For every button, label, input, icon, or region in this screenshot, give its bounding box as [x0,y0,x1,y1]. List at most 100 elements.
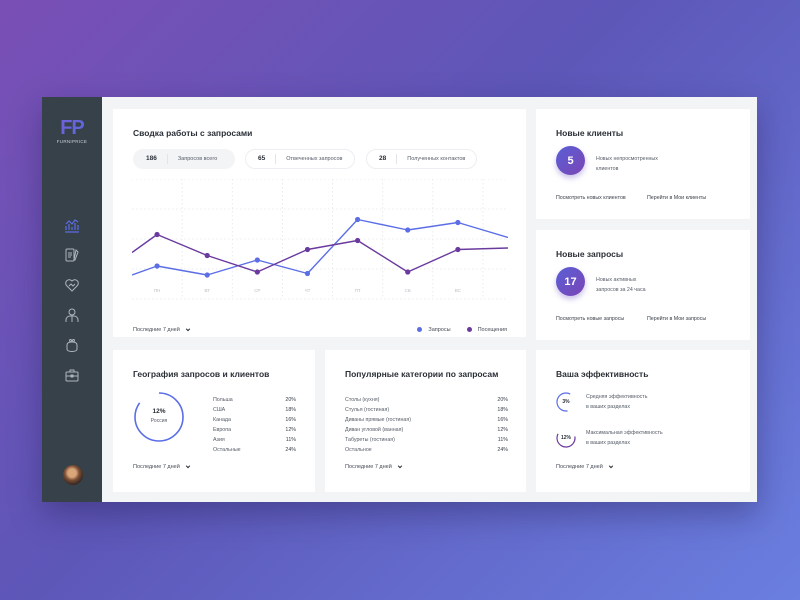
description-line: Новых непросмотренных [596,156,658,162]
efficiency-period-dropdown[interactable]: Последние 7 дней [556,464,614,470]
legend-item-visits[interactable]: Посещения [466,327,507,333]
efficiency-maximum: 12% Максимальная эффективность в ваших р… [556,428,663,448]
sidebar-item-analytics[interactable] [42,210,102,240]
view-new-requests-link[interactable]: Посмотреть новые запросы [556,316,625,322]
go-to-my-requests-link[interactable]: Перейти в Мои запросы [647,316,707,322]
geography-card: География запросов и клиентов 12% Россия… [113,350,315,492]
svg-text:ПТ: ПТ [355,288,361,293]
svg-text:ЧТ: ЧТ [305,288,311,293]
go-to-my-clients-link[interactable]: Перейти в Мои клиенты [647,195,707,201]
description-line: клиентов [596,166,619,172]
list-item: Польша 20% [213,395,296,405]
ring-value: 12% [152,408,166,415]
list-item: Столы (кухня) 20% [345,395,508,405]
efficiency-ring: 12% [556,428,576,448]
legend-dot-icon [417,327,423,333]
list-item: Стулья (гостиная) 18% [345,405,508,415]
row-label: Табуреты (гостиная) [345,437,395,443]
description-line: запросов за 24 часа [596,287,646,293]
summary-title: Сводка работы с запросами [133,128,253,138]
row-value: 16% [497,417,508,423]
sidebar-item-wallet[interactable] [42,330,102,360]
row-label: Канада [213,417,231,423]
geography-ring-chart [134,392,184,442]
geography-list: Польша 20% США 18% Канада 16% Европа 12% Ази… [213,395,296,455]
sidebar-item-clients[interactable] [42,300,102,330]
document-icon [65,248,79,262]
app-window: FP FURNIPRICE [42,97,757,502]
stat-label: Полученных контактов [407,156,466,162]
ring-label: Россия [150,418,168,424]
row-label: Польша [213,397,233,403]
row-value: 12% [497,427,508,433]
period-label: Последние 7 дней [345,464,392,470]
stat-answered-requests[interactable]: 65 Отвеченных запросов [245,149,355,169]
categories-list: Столы (кухня) 20% Стулья (гостиная) 18% Ди… [345,395,508,455]
view-new-clients-link[interactable]: Посмотреть новых клиентов [556,195,626,201]
sidebar-nav [42,210,102,390]
row-label: Остальные [213,447,241,453]
progress-ring-icon [556,428,576,448]
stat-value: 28 [367,154,398,164]
heart-handshake-icon [65,279,79,292]
chevron-down-icon [397,465,402,469]
line-chart: ПН ВТ СР ЧТ ПТ СБ ВС [132,179,508,300]
description-line: в ваших разделах [586,404,631,410]
chart-icon [65,219,79,233]
geography-period-dropdown[interactable]: Последние 7 дней [133,464,191,470]
svg-text:ВТ: ВТ [204,288,210,293]
svg-text:ВС: ВС [455,288,462,293]
legend-dot-icon [466,327,472,333]
chevron-down-icon [185,465,190,469]
categories-period-dropdown[interactable]: Последние 7 дней [345,464,403,470]
row-label: Диваны прямые (гостиная) [345,417,412,423]
list-item: Диван угловой (ванная) 12% [345,425,508,435]
legend-item-requests[interactable]: Запросы [417,327,451,333]
row-value: 18% [285,407,296,413]
user-icon [65,308,79,322]
list-item: Остальное 24% [345,445,508,455]
row-label: Столы (кухня) [345,397,380,403]
period-dropdown[interactable]: Последние 7 дней [133,327,191,333]
period-label: Последние 7 дней [133,327,180,333]
sidebar-item-portfolio[interactable] [42,360,102,390]
new-requests-description: Новых активных запросов за 24 часа [596,275,706,295]
stat-total-requests[interactable]: 186 Запросов всего [133,149,235,169]
row-value: 20% [497,397,508,403]
row-value: 12% [285,427,296,433]
row-label: Диван угловой (ванная) [345,427,404,433]
row-value: 11% [285,437,296,443]
list-item: Азия 11% [213,435,296,445]
sidebar: FP FURNIPRICE [42,97,102,502]
chart-legend: Запросы Посещения [417,327,507,333]
list-item: Остальные 24% [213,445,296,455]
new-requests-title: Новые запросы [556,249,624,259]
stat-received-contacts[interactable]: 28 Полученных контактов [366,149,477,169]
progress-ring-icon [556,392,576,412]
logo[interactable]: FP FURNIPRICE [42,118,102,144]
new-requests-count-badge: 17 [556,267,585,296]
list-item: Европа 12% [213,425,296,435]
new-requests-card: Новые запросы 17 Новых активных запросов… [536,230,750,340]
stat-value: 65 [246,154,277,164]
period-label: Последние 7 дней [133,464,180,470]
geography-ring-label: 12% Россия [133,408,185,424]
efficiency-ring: 3% [556,392,576,412]
efficiency-card: Ваша эффективность 3% Средняя эффективно… [536,350,750,492]
avatar[interactable] [63,465,83,485]
row-label: США [213,407,226,413]
list-item: США 18% [213,405,296,415]
row-label: Стулья (гостиная) [345,407,390,413]
description-line: в ваших разделах [586,440,631,446]
row-value: 24% [285,447,296,453]
new-clients-title: Новые клиенты [556,128,624,138]
sidebar-item-deals[interactable] [42,270,102,300]
efficiency-description: Средняя эффективность в ваших разделах [586,392,647,412]
dashboard: Сводка работы с запросами 186 Запросов в… [102,97,757,502]
chevron-down-icon [608,465,613,469]
sidebar-item-documents[interactable] [42,240,102,270]
legend-label: Запросы [428,327,451,333]
chevron-down-icon [185,328,190,332]
efficiency-title: Ваша эффективность [556,369,649,379]
row-value: 16% [285,417,296,423]
